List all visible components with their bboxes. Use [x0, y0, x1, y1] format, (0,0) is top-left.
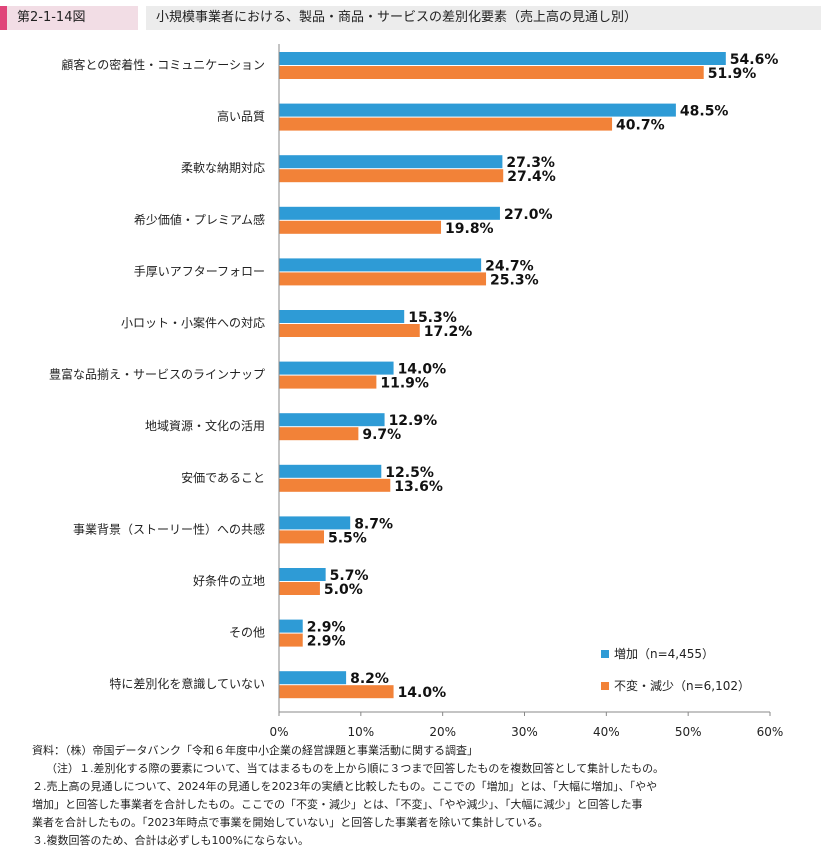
data-label: 51.9% [708, 66, 757, 82]
legend-label: 増加（n=4,455） [614, 647, 714, 661]
data-label: 8.2% [350, 671, 389, 687]
data-label: 14.0% [398, 362, 447, 378]
bar-increase [279, 310, 405, 323]
bar-increase [279, 619, 303, 633]
x-tick-label: 60% [757, 725, 784, 739]
data-label: 17.2% [424, 324, 473, 340]
x-tick-label: 0% [269, 725, 288, 739]
category-label: 地域資源・文化の活用 [145, 418, 265, 433]
data-label: 40.7% [616, 118, 665, 134]
note-2-line-1: ２.売上高の見通しについて、2024年の見通しを2023年の実績と比較したもの。… [32, 780, 658, 793]
category-label: 事業背景（ストーリー性）への共感 [73, 521, 265, 536]
notes-block: 資料：（株）帝国データバンク「令和６年度中小企業の経営課題と事業活動に関する調査… [32, 742, 812, 850]
figure-title: 小規模事業者における、製品・商品・サービスの差別化要素（売上高の見通し別） [146, 6, 821, 30]
data-label: 2.9% [307, 620, 346, 636]
legend-swatch [601, 650, 609, 658]
category-label: 手厚いアフターフォロー [134, 264, 265, 278]
category-label: 小ロット・小案件への対応 [121, 315, 265, 330]
category-label: その他 [229, 626, 265, 640]
bar-flat-decrease [279, 478, 391, 492]
data-label: 12.5% [385, 465, 434, 481]
category-label: 特に差別化を意識していない [109, 676, 265, 691]
x-tick-label: 10% [347, 725, 374, 739]
bar-increase [279, 361, 394, 375]
category-label: 顧客との密着性・コミュニケーション [61, 57, 265, 72]
data-label: 25.3% [490, 272, 539, 288]
data-label: 13.6% [394, 479, 443, 495]
legend-label: 不変・減少（n=6,102） [614, 678, 750, 693]
legend-swatch [601, 682, 609, 690]
x-tick-label: 20% [429, 725, 456, 739]
data-label: 48.5% [680, 104, 729, 120]
bar-flat-decrease [279, 375, 377, 389]
bar-flat-decrease [279, 169, 504, 183]
data-label: 11.9% [380, 376, 429, 392]
data-label: 2.9% [307, 634, 346, 650]
category-label: 柔軟な納期対応 [181, 160, 265, 175]
note-3: ３.複数回答のため、合計は必ずしも100%にならない。 [32, 834, 309, 847]
bar-chart: 顧客との密着性・コミュニケーション 54.6%51.9% 高い品質 48.5% 40.7… [49, 44, 784, 739]
category-label: 好条件の立地 [193, 573, 265, 588]
data-label: 27.3% [506, 155, 555, 171]
bar-increase [279, 568, 326, 581]
data-label: 5.5% [328, 530, 367, 546]
data-label: 27.4% [507, 169, 556, 185]
data-label: 27.0% [504, 207, 553, 223]
figure-header: 第2-1-14図 小規模事業者における、製品・商品・サービスの差別化要素（売上高… [0, 0, 821, 32]
data-label: 19.8% [445, 221, 494, 237]
bar-flat-decrease [279, 633, 303, 647]
bar-flat-decrease [279, 685, 394, 699]
category-label: 希少価値・プレミアム感 [134, 212, 265, 227]
note-2-line-3: 業者を合計したもの。「2023年時点で事業を開始していない」と回答した事業者を除… [32, 816, 549, 829]
bar-increase [279, 155, 503, 169]
bar-increase [279, 516, 351, 530]
x-tick-label: 40% [593, 725, 620, 739]
source-note: 資料：（株）帝国データバンク「令和６年度中小企業の経営課題と事業活動に関する調査… [32, 744, 479, 757]
bar-increase [279, 206, 500, 220]
bar-flat-decrease [279, 272, 487, 286]
bar-increase [279, 464, 382, 478]
note-2-line-2: 増加」と回答した事業者を合計したもの。ここでの「不変・減少」とは、「不変」、「や… [32, 798, 643, 811]
category-label: 高い品質 [217, 109, 265, 124]
bar-increase [279, 52, 726, 65]
bar-flat-decrease [279, 66, 704, 79]
data-label: 54.6% [730, 52, 779, 68]
bar-flat-decrease [279, 582, 320, 595]
bar-flat-decrease [279, 530, 325, 544]
data-label: 24.7% [485, 258, 534, 274]
note-1: （注）１.差別化する際の要素について、当てはまるものを上から順に３つまで回答した… [46, 762, 665, 775]
x-tick-label: 30% [511, 725, 538, 739]
category-label: 豊富な品揃え・サービスのラインナップ [49, 367, 265, 382]
bar-increase [279, 103, 676, 117]
bar-increase [279, 258, 482, 272]
data-label: 5.7% [330, 568, 369, 584]
data-label: 8.7% [354, 516, 393, 532]
bar-flat-decrease [279, 117, 613, 131]
data-label: 9.7% [362, 427, 401, 443]
data-label: 12.9% [389, 413, 438, 429]
bar-flat-decrease [279, 427, 359, 441]
bar-flat-decrease [279, 220, 442, 234]
data-label: 15.3% [408, 310, 457, 326]
x-tick-label: 50% [675, 725, 702, 739]
category-label: 安価であること [181, 470, 265, 485]
data-label: 14.0% [398, 685, 447, 701]
bar-flat-decrease [279, 324, 420, 337]
data-label: 5.0% [324, 582, 363, 598]
figure-id: 第2-1-14図 [0, 6, 138, 30]
bar-increase [279, 671, 347, 685]
bar-increase [279, 413, 385, 427]
